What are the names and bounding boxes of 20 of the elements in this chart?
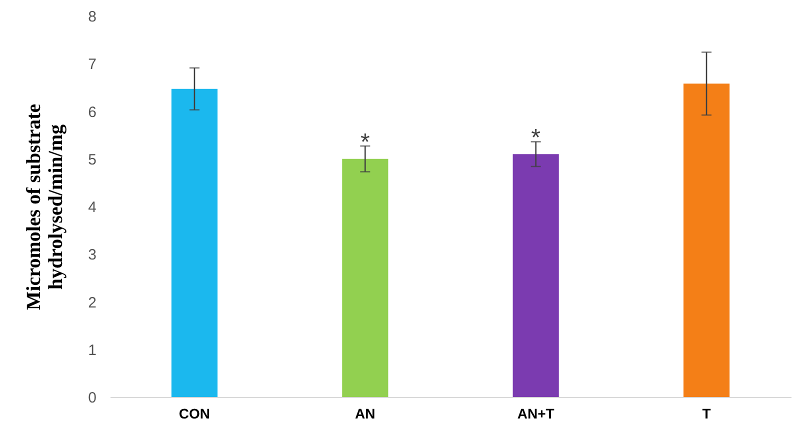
y-tick-label: 7 xyxy=(88,56,96,74)
x-tick-label: T xyxy=(702,406,712,422)
bar xyxy=(512,154,559,397)
x-tick-label: CON xyxy=(178,406,210,422)
bar xyxy=(171,88,218,397)
x-tick-label: AN+T xyxy=(517,406,555,422)
y-tick-label: 2 xyxy=(88,294,96,312)
bar xyxy=(683,84,730,397)
y-tick-label: 1 xyxy=(88,342,96,359)
y-tick-label: 3 xyxy=(88,246,96,264)
annotation: * xyxy=(360,129,370,156)
y-axis-title: Micromoles of substrate hydrolysed/min/mg xyxy=(23,104,68,310)
y-tick-label: 8 xyxy=(88,8,96,26)
bar xyxy=(342,158,388,397)
y-tick-label: 6 xyxy=(88,104,96,121)
y-tick-label: 0 xyxy=(88,390,96,406)
y-tick-label: 5 xyxy=(88,151,96,168)
x-tick-label: AN xyxy=(355,406,376,422)
y-tick-label: 4 xyxy=(88,199,96,216)
annotation: * xyxy=(531,124,541,152)
